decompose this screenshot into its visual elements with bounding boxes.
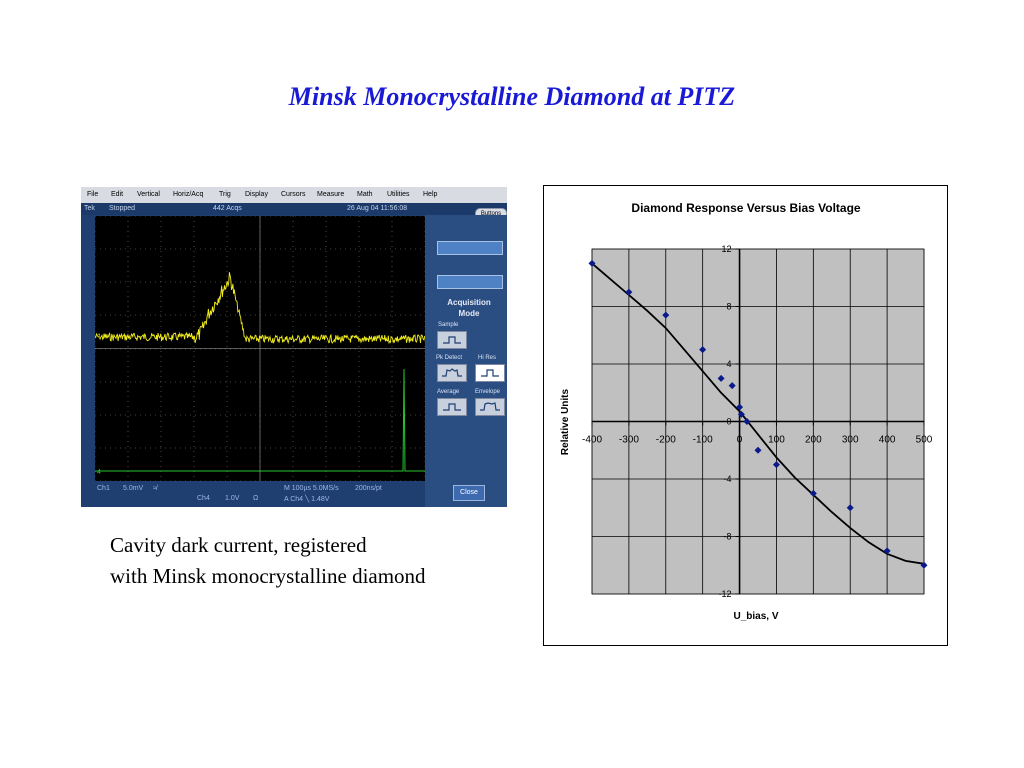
close-button[interactable]: Close [453, 485, 485, 501]
x-tick-label: 500 [916, 435, 933, 446]
x-tick-label: -400 [582, 435, 602, 446]
ch1-trace [94, 272, 426, 345]
data-point [809, 489, 817, 497]
control-panel [425, 215, 507, 507]
panel-title: Acquisition Mode [431, 297, 507, 319]
x-tick-label: -100 [693, 435, 713, 446]
y-tick-label: -4 [724, 474, 732, 484]
menu-item-file[interactable]: File [87, 191, 99, 198]
scope-menubar: File Edit Vertical Horiz/Acq Trig Displa… [81, 187, 507, 203]
average-icon [443, 403, 461, 411]
data-point [754, 446, 762, 454]
data-point [883, 547, 891, 555]
menu-item-vertical[interactable]: Vertical [137, 191, 160, 198]
menu-item-help[interactable]: Help [423, 191, 438, 198]
menu-item-edit[interactable]: Edit [111, 191, 124, 198]
datetime: 26 Aug 04 11:56:08 [347, 205, 408, 212]
x-tick-label: 0 [737, 435, 743, 446]
y-tick-label: -12 [719, 589, 732, 599]
chart-title: Diamond Response Versus Bias Voltage [631, 201, 861, 215]
run-state: Stopped [109, 205, 136, 212]
data-point [728, 382, 736, 390]
menu-item-trig[interactable]: Trig [219, 191, 231, 198]
envelope-icon [480, 402, 500, 411]
data-point [772, 461, 780, 469]
data-point [920, 561, 928, 569]
menu-item-cursors[interactable]: Cursors [281, 191, 306, 198]
oscilloscope-screenshot: File Edit Vertical Horiz/Acq Trig Displa… [81, 187, 507, 507]
ch1-label: Ch1 [97, 485, 110, 492]
menu-item-math[interactable]: Math [357, 191, 373, 198]
ch1-coupling: ≉ [153, 485, 157, 492]
menu-item-utilities[interactable]: Utilities [387, 191, 410, 198]
waveform-display: 14 [94, 215, 426, 482]
scatter-chart: -400 -300 -200 -100 0 100 200 300 400 500 -12 -8 -4 0… [560, 201, 933, 622]
ch4-impedance: Ω [253, 495, 259, 502]
scope-readout: Ch1 5.0mV ≉ Ch4 1.0V Ω M 100µs 5.0MS/s 2… [81, 483, 421, 507]
acquisition-count: 442 Acqs [213, 205, 242, 212]
ch4-trace [95, 368, 425, 472]
menu-item-horiz-acq[interactable]: Horiz/Acq [173, 191, 204, 198]
average-mode-button[interactable] [437, 398, 467, 416]
mode-label-sample: Sample [438, 322, 459, 328]
y-tick-label: 0 [727, 417, 732, 427]
hi-res-icon [481, 369, 499, 377]
ch1-marker: 1 [97, 335, 101, 342]
sample-mode-button[interactable] [437, 331, 467, 349]
trendline [591, 262, 925, 565]
pk-detect-icon [442, 368, 462, 377]
mode-label-hi-res: Hi Res [478, 355, 497, 361]
x-tick-label: 300 [842, 435, 859, 446]
mode-label-pk-detect: Pk Detect [436, 355, 463, 361]
x-axis-label: U_bias, V [733, 611, 778, 622]
data-point [743, 418, 751, 425]
caption-line-2: with Minsk monocrystalline diamond [110, 564, 426, 588]
resolution: 200ns/pt [355, 485, 382, 492]
panel-title-line1: Acquisition [447, 298, 491, 307]
ch4-scale: 1.0V [225, 495, 240, 502]
data-point [737, 410, 745, 418]
data-point [717, 374, 725, 382]
y-tick-label: 12 [722, 244, 732, 254]
data-point [846, 504, 854, 512]
data-point [736, 403, 744, 411]
chart-container: -400 -300 -200 -100 0 100 200 300 400 500 -12 -8 -4 0… [543, 185, 948, 646]
ch1-scale: 5.0mV [123, 485, 144, 492]
x-tick-label: -300 [619, 435, 639, 446]
menu-item-display[interactable]: Display [245, 191, 268, 198]
panel-bar-2[interactable] [437, 275, 503, 289]
ch4-label: Ch4 [197, 495, 210, 502]
ch4-marker: 4 [97, 469, 101, 476]
data-point [699, 346, 707, 354]
panel-bar-1[interactable] [437, 241, 503, 255]
caption-line-1: Cavity dark current, registered [110, 533, 367, 557]
y-tick-label: -8 [724, 532, 732, 542]
brand-label: Tek [84, 205, 95, 212]
y-tick-label: 4 [727, 359, 732, 369]
envelope-mode-button[interactable] [475, 398, 505, 416]
x-tick-label: 100 [768, 435, 785, 446]
x-tick-label: -200 [656, 435, 676, 446]
figure-caption: Cavity dark current, registered with Min… [110, 530, 426, 592]
x-tick-label: 200 [805, 435, 822, 446]
panel-title-line2: Mode [458, 309, 480, 318]
y-axis-label: Relative Units [560, 388, 571, 455]
y-tick-label: 8 [727, 302, 732, 312]
mode-label-average: Average [437, 389, 460, 395]
trigger-readout: A Ch4 ╲ 1.48V [284, 496, 330, 503]
x-tick-label: 400 [879, 435, 896, 446]
data-point [662, 311, 670, 319]
pk-detect-mode-button[interactable] [437, 364, 467, 382]
slide-title: Minsk Monocrystalline Diamond at PITZ [288, 82, 736, 111]
timebase: M 100µs 5.0MS/s [284, 485, 339, 492]
mode-label-envelope: Envelope [475, 389, 501, 395]
data-point [588, 259, 596, 267]
scope-statusbar: Tek Stopped 442 Acqs 26 Aug 04 11:56:08 [81, 203, 507, 215]
data-point [625, 288, 633, 296]
menu-item-measure[interactable]: Measure [317, 191, 345, 198]
sample-icon [443, 336, 461, 344]
hi-res-mode-button[interactable] [475, 364, 505, 382]
